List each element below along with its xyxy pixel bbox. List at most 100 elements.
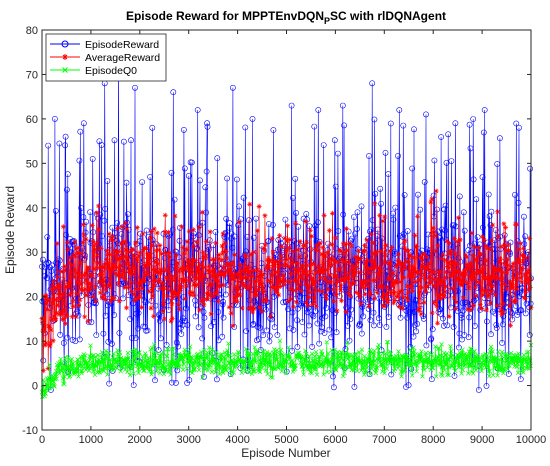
episode-q0-point xyxy=(124,364,130,369)
average-reward-point xyxy=(299,273,305,279)
average-reward-point xyxy=(490,222,496,228)
average-reward-point xyxy=(215,278,221,284)
average-reward-point xyxy=(330,210,336,216)
episode-q0-point xyxy=(136,370,141,376)
episode-reward-point xyxy=(215,309,222,315)
episode-q0-point xyxy=(396,349,401,354)
episode-reward-point xyxy=(92,297,99,304)
average-reward-point xyxy=(451,295,457,301)
average-reward-point xyxy=(193,239,199,245)
average-reward-point xyxy=(463,271,469,277)
episode-reward-point xyxy=(270,127,277,133)
episode-q0-point xyxy=(508,350,514,356)
average-reward-point xyxy=(70,298,76,304)
average-reward-point xyxy=(136,293,142,299)
average-reward-point xyxy=(78,250,84,256)
episode-q0-point xyxy=(264,357,269,363)
average-reward-point xyxy=(335,278,341,284)
average-reward-point xyxy=(265,278,271,283)
average-reward-point xyxy=(67,255,73,261)
episode-q0-point xyxy=(110,367,116,373)
episode-q0-point xyxy=(380,369,385,374)
episode-reward-point xyxy=(400,231,407,237)
average-reward-point xyxy=(206,264,212,270)
episode-reward-point xyxy=(274,332,281,338)
episode-q0-point xyxy=(467,362,472,368)
episode-q0-point xyxy=(203,367,208,372)
episode-q0-point xyxy=(150,363,156,369)
average-reward-point xyxy=(329,261,335,267)
episode-q0-point xyxy=(190,370,195,376)
average-reward-point xyxy=(367,270,373,276)
average-reward-point xyxy=(176,290,182,296)
average-reward-point xyxy=(94,252,100,258)
average-reward-point xyxy=(342,278,348,284)
average-reward-point xyxy=(364,237,370,243)
episode-reward-point xyxy=(109,224,116,231)
episode-reward-point xyxy=(98,142,105,148)
episode-reward-point xyxy=(172,379,179,386)
episode-q0-point xyxy=(149,369,155,375)
average-reward-point xyxy=(229,259,235,265)
episode-q0-point xyxy=(171,359,177,365)
episode-reward-point xyxy=(223,215,230,222)
average-reward-point xyxy=(293,269,299,275)
average-reward-point xyxy=(443,275,449,281)
average-reward-point xyxy=(221,273,227,279)
average-reward-point xyxy=(180,245,186,251)
average-reward-point xyxy=(160,308,166,314)
average-reward-point xyxy=(379,294,385,300)
episode-reward-point xyxy=(434,206,440,213)
average-reward-point xyxy=(413,244,419,250)
episode-reward-point xyxy=(471,322,478,329)
average-reward-point xyxy=(468,307,474,313)
x-tick-label: 8000 xyxy=(421,434,445,446)
episode-q0-point xyxy=(385,339,390,345)
episode-q0-point xyxy=(313,365,318,371)
average-reward-point xyxy=(317,240,323,246)
average-reward-point xyxy=(153,248,159,254)
average-reward-point xyxy=(288,296,294,302)
episode-q0-point xyxy=(96,362,101,367)
average-reward-point xyxy=(466,285,472,291)
episode-q0-point xyxy=(287,353,293,358)
average-reward-point xyxy=(319,251,325,257)
episode-q0-point xyxy=(519,361,525,366)
episode-reward-point xyxy=(417,206,424,213)
episode-q0-point xyxy=(66,355,71,360)
average-reward-point xyxy=(226,267,232,273)
average-reward-point xyxy=(104,248,110,254)
average-reward-point xyxy=(132,297,138,303)
episode-q0-point xyxy=(106,350,111,356)
average-reward-point xyxy=(520,258,526,264)
average-reward-point xyxy=(227,265,233,271)
average-reward-point xyxy=(120,270,126,276)
average-reward-point xyxy=(395,261,401,267)
episode-reward-point xyxy=(335,228,342,234)
average-reward-point xyxy=(353,268,359,274)
episode-q0-point xyxy=(147,359,153,364)
average-reward-point xyxy=(310,301,316,307)
episode-reward-point xyxy=(69,336,76,343)
average-reward-point xyxy=(196,265,202,271)
episode-q0-point xyxy=(455,356,460,362)
average-reward-point xyxy=(52,317,58,323)
episode-q0-point xyxy=(205,350,210,355)
average-reward-point xyxy=(277,277,283,283)
average-reward-point xyxy=(402,245,408,251)
average-reward-point xyxy=(83,270,89,276)
average-reward-point xyxy=(113,270,119,276)
episode-q0-point xyxy=(457,362,463,367)
average-reward-point xyxy=(63,311,69,317)
episode-q0-point xyxy=(386,353,392,359)
average-reward-point xyxy=(57,285,63,291)
episode-reward-point xyxy=(526,331,533,338)
average-reward-point xyxy=(419,256,425,262)
average-reward-point xyxy=(351,280,357,286)
episode-reward-point xyxy=(101,217,108,224)
average-reward-point xyxy=(145,271,151,277)
episode-reward-point xyxy=(304,309,311,316)
episode-q0-point xyxy=(439,342,444,347)
average-reward-point xyxy=(148,229,154,235)
average-reward-point xyxy=(250,273,256,279)
